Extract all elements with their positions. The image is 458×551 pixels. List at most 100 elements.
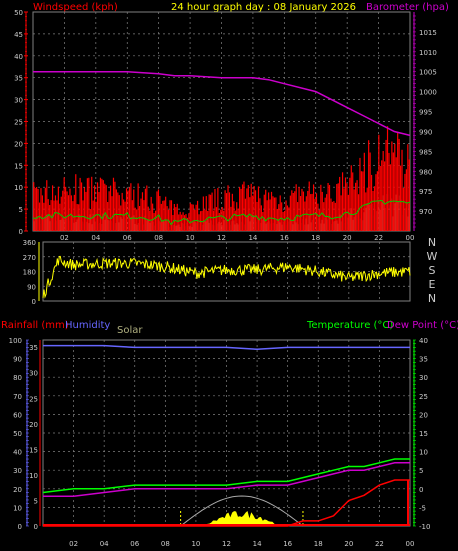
panel1-time-12: 12 (217, 234, 226, 242)
humidity-line (43, 344, 410, 351)
panel1-time-08: 08 (154, 234, 163, 242)
wind-tick-label: 45 (14, 31, 23, 39)
panel3-time-20: 20 (344, 540, 353, 548)
humidity-tick-label: 30 (13, 467, 22, 475)
baro-tick-label: 990 (419, 128, 432, 136)
wind-series (32, 126, 411, 231)
humidity-tick-label: 10 (13, 504, 22, 512)
wind-tick-label: 5 (19, 206, 23, 214)
panel3-time-00: 00 (406, 540, 415, 548)
panel1-time-02: 02 (60, 234, 69, 242)
baro-tick-label: 1010 (419, 49, 437, 57)
solar-series (180, 495, 304, 527)
panel3-time-22: 22 (375, 540, 384, 548)
avg-wind-line (32, 199, 411, 226)
rain-tick-label: 10 (29, 472, 38, 480)
baro-tick-label: 1000 (419, 89, 437, 97)
baro-line (33, 70, 411, 137)
panel1-time-22: 22 (374, 234, 383, 242)
panel3-time-18: 18 (314, 540, 323, 548)
compass-label-2: S (429, 264, 436, 277)
wind-tick-label: 35 (14, 75, 23, 83)
panel1-time-06: 06 (123, 234, 132, 242)
humidity-tick-label: 40 (13, 449, 22, 457)
direction-axis: 0 90 180 270 360 (23, 239, 40, 306)
panel3-time-08: 08 (161, 540, 170, 548)
compass-label-1: W (427, 250, 438, 263)
direction-series (42, 255, 411, 299)
panel3-time-ticks: 02 04 06 08 10 12 14 16 18 20 22 00 (69, 540, 414, 548)
panel1-time-14: 14 (248, 234, 257, 242)
baro-tick-label: 980 (419, 168, 432, 176)
temp-tick-label: 40 (419, 337, 428, 345)
baro-tick-label: 975 (419, 188, 432, 196)
direction-tick-label: 360 (23, 239, 36, 247)
humidity-label: Humidity (65, 320, 110, 331)
panel1-time-20: 20 (343, 234, 352, 242)
wind-axis: 0 5 10 15 20 25 30 35 40 45 50 (14, 9, 28, 236)
rain-label: Rainfall (mm) (1, 320, 69, 331)
graph-title: 24 hour graph day : 08 January 2026 (171, 2, 356, 13)
panel1-time-04: 04 (91, 234, 100, 242)
temp-axis: -10 -5 0 5 10 15 20 25 30 35 40 (413, 337, 430, 531)
panel1-time-00: 00 (406, 234, 415, 242)
panel1-time-16: 16 (280, 234, 289, 242)
wind-tick-label: 15 (14, 162, 23, 170)
temp-tick-label: -10 (419, 523, 430, 531)
baro-axis: 970 975 980 985 990 995 1000 1005 1010 1015 (413, 12, 437, 231)
baro-tick-label: 1015 (419, 29, 437, 37)
humidity-tick-label: 80 (13, 374, 22, 382)
panel3-time-02: 02 (69, 540, 78, 548)
rain-tick-label: 25 (29, 395, 38, 403)
humidity-tick-label: 50 (13, 430, 22, 438)
dew-line (43, 462, 410, 497)
wind-tick-label: 25 (14, 119, 23, 127)
temp-tick-label: 30 (419, 374, 428, 382)
temp-tick-label: 20 (419, 411, 428, 419)
compass-label-3: E (429, 278, 436, 291)
baro-series (33, 70, 411, 137)
panel1-time-18: 18 (311, 234, 320, 242)
humidity-tick-label: 20 (13, 486, 22, 494)
dew-label: Dew Point (°C) (387, 320, 458, 331)
temp-tick-label: -5 (419, 504, 426, 512)
panel3-time-12: 12 (222, 540, 231, 548)
rain-tick-label: 15 (29, 446, 38, 454)
humidity-tick-label: 70 (13, 393, 22, 401)
lower-series (42, 344, 410, 527)
direction-line (42, 255, 411, 299)
panel1-time-10: 10 (186, 234, 195, 242)
rain-tick-label: 30 (29, 370, 38, 378)
humidity-tick-label: 90 (13, 356, 22, 364)
baro-tick-label: 995 (419, 109, 432, 117)
temp-tick-label: 25 (419, 393, 428, 401)
wind-tick-label: 0 (19, 228, 23, 236)
panel3-time-14: 14 (253, 540, 262, 548)
temp-tick-label: 5 (419, 467, 423, 475)
wind-tick-label: 10 (14, 184, 23, 192)
temp-tick-label: 35 (419, 356, 428, 364)
humidity-tick-label: 100 (9, 337, 22, 345)
direction-tick-label: 90 (27, 283, 36, 291)
wind-tick-label: 20 (14, 140, 23, 148)
compass-label-4: N (428, 292, 436, 305)
wind-label: Windspeed (kph) (33, 2, 118, 13)
solar-fill (203, 511, 281, 526)
rain-tick-label: 20 (29, 421, 38, 429)
humidity-tick-label: 0 (18, 523, 22, 531)
panel3-time-04: 04 (100, 540, 109, 548)
rain-tick-label: 35 (29, 344, 38, 352)
rain-axis: 0 5 10 15 20 25 30 35 (29, 340, 41, 531)
panel1-grid (33, 11, 411, 232)
temp-tick-label: 15 (419, 430, 428, 438)
baro-tick-label: 985 (419, 148, 432, 156)
temp-tick-label: 10 (419, 449, 428, 457)
panel1-time-ticks: 02 04 06 08 10 12 14 16 18 20 22 00 (60, 234, 415, 242)
baro-tick-label: 1005 (419, 69, 437, 77)
wind-tick-label: 30 (14, 97, 23, 105)
